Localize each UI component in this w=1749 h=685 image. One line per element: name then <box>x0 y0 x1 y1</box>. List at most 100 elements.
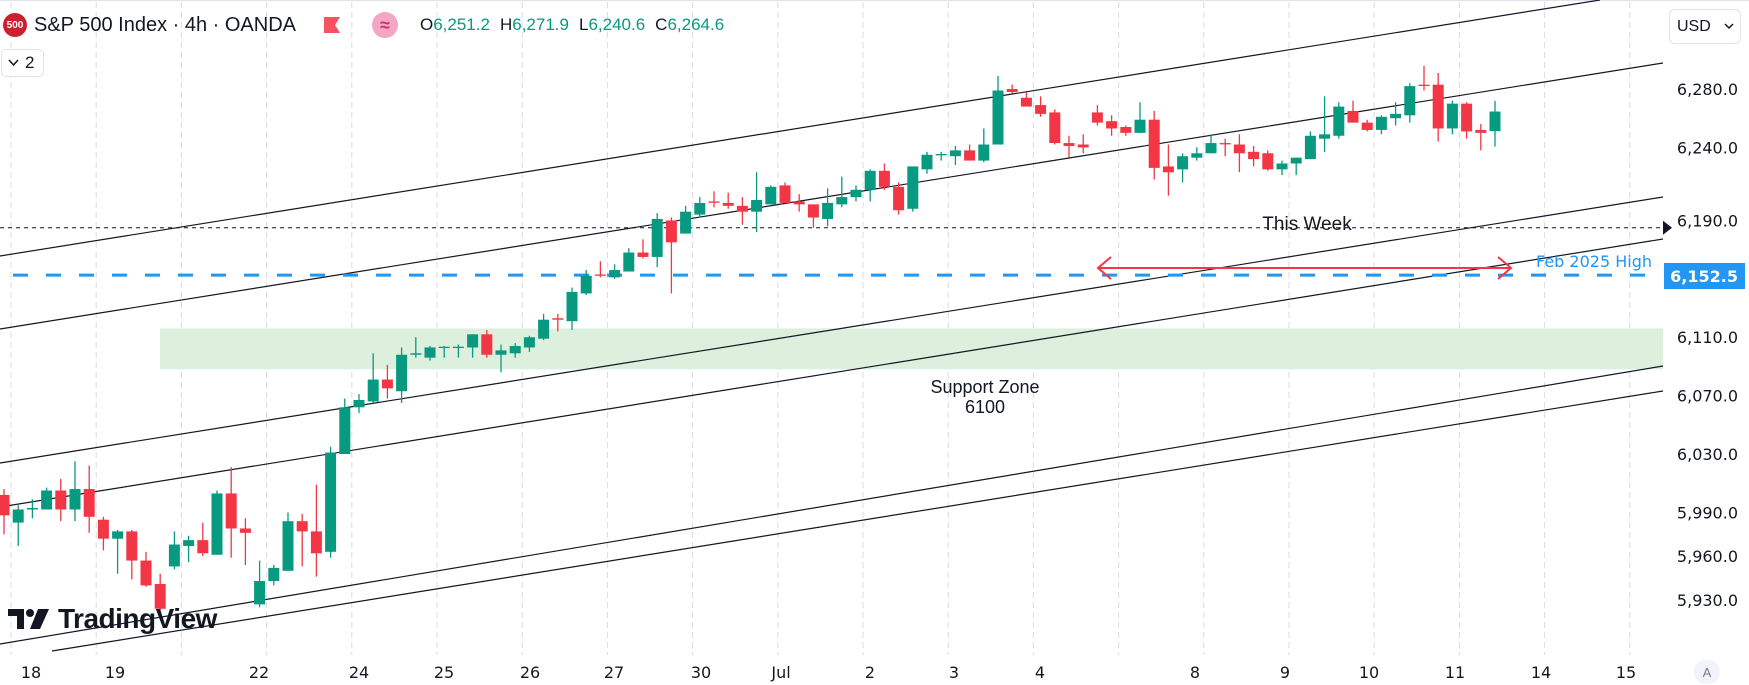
candle-body <box>1404 86 1416 116</box>
tradingview-logo[interactable]: TradingView <box>8 603 217 635</box>
candle-body <box>1106 121 1118 129</box>
candle-body <box>1319 134 1331 139</box>
price-tag-bg <box>1664 263 1745 289</box>
candle <box>1304 131 1316 160</box>
candle-body <box>197 540 209 554</box>
trend-line <box>0 238 1664 508</box>
candle-body <box>310 531 322 554</box>
candle <box>1091 105 1103 126</box>
candle-body <box>822 202 834 219</box>
trend-line <box>51 390 1664 652</box>
candle-body <box>1347 110 1359 123</box>
candle <box>850 185 862 202</box>
candle-body <box>69 489 81 510</box>
time-tick-label: 26 <box>520 663 540 682</box>
this-week-label: This Week <box>1262 214 1352 235</box>
candle-body <box>1461 103 1473 132</box>
candle <box>1049 109 1061 145</box>
candle-body <box>254 581 266 605</box>
candle-body <box>282 521 294 571</box>
candle <box>1134 102 1146 133</box>
candle <box>1148 110 1160 180</box>
candle <box>1077 134 1089 154</box>
candle-body <box>1177 156 1189 170</box>
high-label: H <box>499 15 513 34</box>
chevron-down-icon <box>8 59 19 67</box>
candle-body <box>864 170 876 190</box>
candle-body <box>112 531 124 539</box>
candle <box>83 465 95 533</box>
candle <box>1404 83 1416 123</box>
time-tick-label: 10 <box>1359 663 1379 682</box>
candle <box>793 194 805 212</box>
auto-scale-button[interactable]: A <box>1694 660 1720 684</box>
open-label: O <box>419 15 434 34</box>
flag-icon[interactable] <box>322 16 342 34</box>
price-axis[interactable]: 6,280.0 6,240.0 6,190.0 6,110.0 6,070.0 6,030… <box>1677 80 1738 610</box>
candle-body <box>1418 84 1430 86</box>
candle <box>1233 134 1245 173</box>
candle <box>1333 102 1345 139</box>
candle-body <box>381 379 393 389</box>
candle <box>523 335 535 352</box>
candle-body <box>935 154 947 156</box>
candle-body <box>1162 166 1174 173</box>
candle-body <box>211 493 223 555</box>
candle <box>949 145 961 165</box>
candle <box>594 261 606 278</box>
candle-body <box>1134 119 1146 133</box>
candle <box>822 188 834 227</box>
candle <box>779 182 791 203</box>
candle-body <box>1035 105 1047 114</box>
candle <box>1276 160 1288 176</box>
close-label: C <box>655 15 668 34</box>
candle-body <box>1475 129 1487 133</box>
time-tick-label: 25 <box>434 663 454 682</box>
candle <box>225 467 237 558</box>
currency-selector[interactable]: USD <box>1669 9 1741 44</box>
candle <box>1432 72 1444 142</box>
price-tick-label: 5,960.0 <box>1677 547 1738 566</box>
price-tick-label: 6,240.0 <box>1677 138 1738 157</box>
candle-body <box>1248 151 1260 160</box>
channel-lines <box>0 0 1664 652</box>
candle <box>0 489 10 535</box>
this-week-double-arrow[interactable] <box>1096 256 1513 280</box>
candle-body <box>992 90 1004 145</box>
candle-body <box>1390 113 1402 119</box>
symbol-title[interactable]: S&P 500 Index · 4h · OANDA <box>34 13 296 36</box>
support-zone <box>160 328 1663 370</box>
candle <box>623 248 635 272</box>
candle-body <box>1432 84 1444 129</box>
candle-body <box>893 186 905 211</box>
candle-body <box>239 528 251 533</box>
chevron-down-icon <box>1724 23 1734 30</box>
candle-body <box>1006 89 1018 92</box>
candle-body <box>467 334 479 348</box>
candle-body <box>1063 143 1075 146</box>
grid <box>10 2 1631 655</box>
candle <box>495 344 507 373</box>
symbol-logo: 500 <box>3 13 27 37</box>
candle <box>751 172 763 233</box>
candle <box>864 169 876 202</box>
candle-body <box>878 170 890 187</box>
candle-body <box>651 218 663 257</box>
trend-line <box>0 365 1664 645</box>
candle-body <box>1361 122 1373 130</box>
time-axis[interactable]: 18 19 22 24 25 26 27 30 Jul 2 3 4 8 9 10 11 14 15 <box>21 663 1636 682</box>
candle-body <box>1020 97 1032 107</box>
indicators-collapse-button[interactable]: 2 <box>1 49 45 77</box>
candle <box>765 185 777 205</box>
candle <box>183 535 195 563</box>
candle-body <box>225 493 237 529</box>
candle <box>580 270 592 295</box>
candle-body <box>367 379 379 402</box>
time-tick-label: 18 <box>21 663 41 682</box>
approx-equal-icon[interactable]: ≈ <box>371 12 398 38</box>
candle <box>1390 102 1402 126</box>
candle <box>1106 115 1118 136</box>
candle <box>665 217 677 294</box>
candle <box>26 499 38 519</box>
